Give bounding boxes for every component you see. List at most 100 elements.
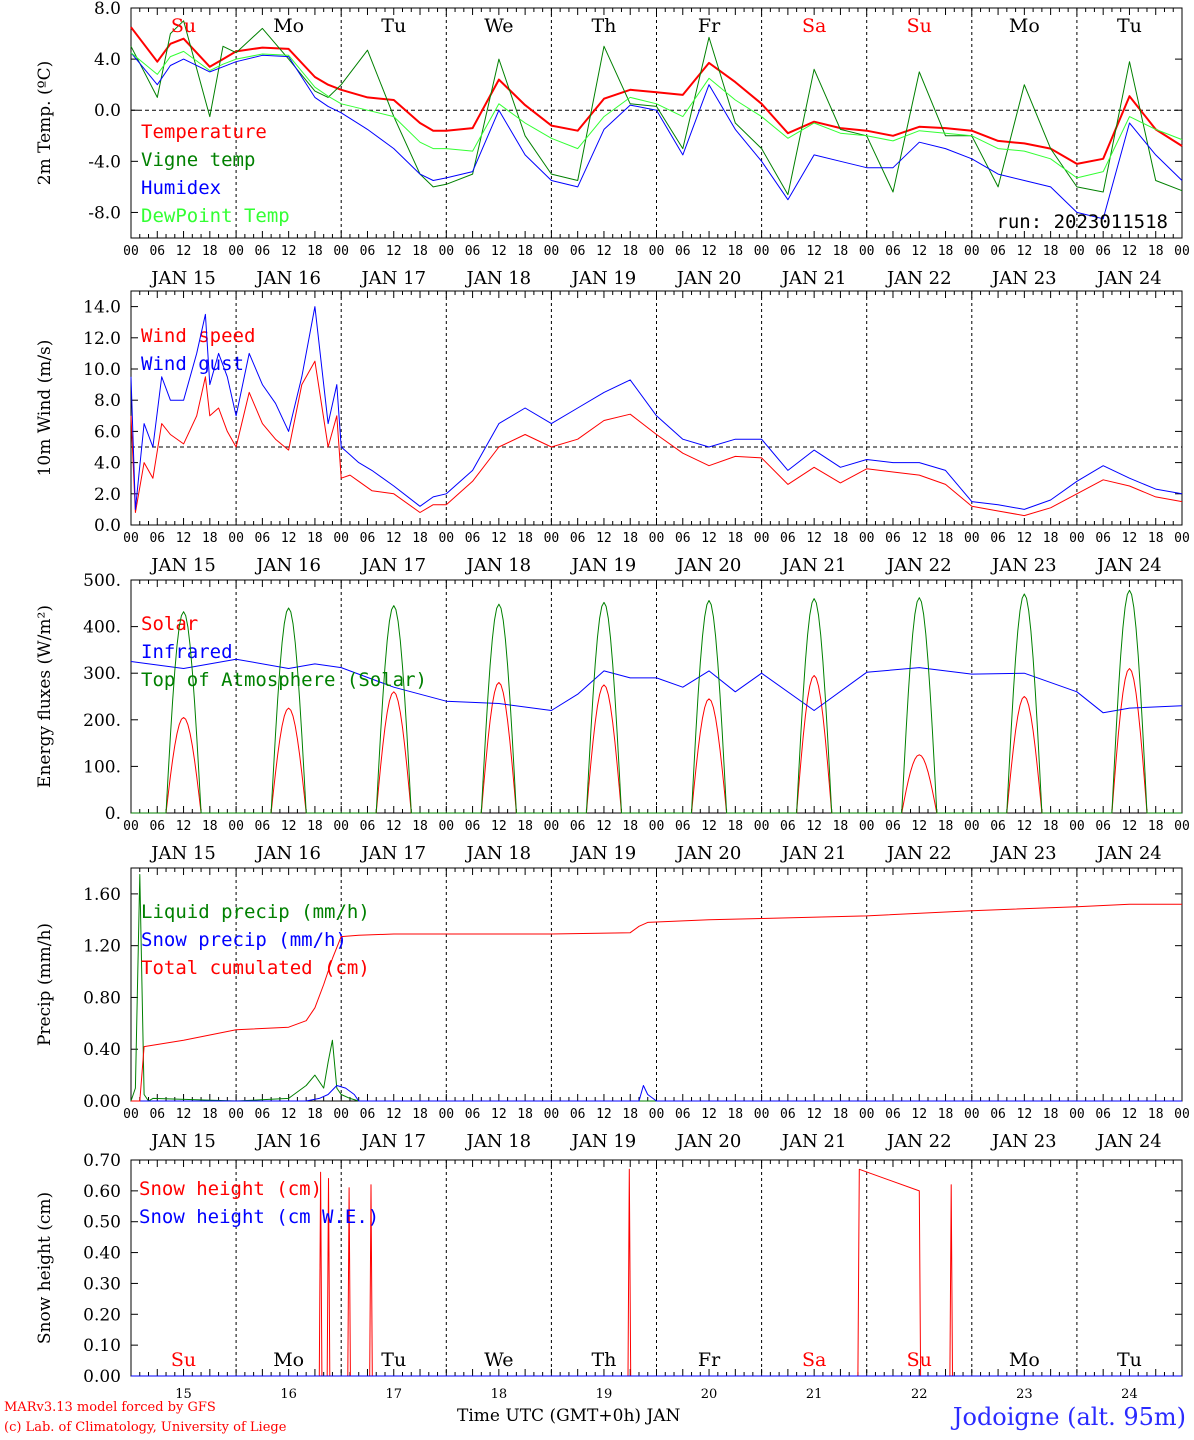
hour-tick-label: 18 bbox=[1043, 819, 1059, 834]
legend-entry: Snow precip (mm/h) bbox=[141, 929, 347, 951]
weekday-label: Tu bbox=[1117, 15, 1142, 37]
weekday-label: Su bbox=[907, 15, 932, 37]
date-label: JAN 21 bbox=[780, 1131, 847, 1152]
hour-tick-label: 18 bbox=[307, 819, 323, 834]
hour-tick-label: 06 bbox=[255, 244, 271, 259]
hour-tick-label: 00 bbox=[964, 244, 980, 259]
date-label: JAN 22 bbox=[885, 555, 952, 576]
hour-tick-label: 00 bbox=[859, 244, 875, 259]
weekday-label: Tu bbox=[381, 15, 406, 37]
weekday-label: Th bbox=[591, 1349, 616, 1371]
hour-tick-label: 00 bbox=[1069, 819, 1085, 834]
hour-tick-label: 12 bbox=[386, 1107, 402, 1122]
weekday-label: Mo bbox=[1009, 1349, 1040, 1371]
panel-2: 14.0 12.0 10.0 8.0 6.0 4.0 2.0 0.0 10m Wind (m/s… bbox=[35, 290, 1190, 576]
hour-tick-label: 00 bbox=[754, 531, 770, 546]
y-tick-label: 4.0 bbox=[94, 50, 121, 70]
hour-tick-label: 06 bbox=[780, 244, 796, 259]
legend-entry: Total cumulated (cm) bbox=[141, 957, 370, 979]
series-line-1-1 bbox=[130, 26, 1183, 165]
panel-1: 8.0 4.0 0.0 -4.0 -8.0 2m Temp. (ºC) Temperatur… bbox=[35, 0, 1190, 289]
hour-tick-label: 00 bbox=[1174, 1107, 1190, 1122]
hour-tick-label: 06 bbox=[990, 819, 1006, 834]
y-tick-label: 0.60 bbox=[83, 1182, 121, 1202]
hour-tick-label: 12 bbox=[386, 244, 402, 259]
hour-tick-label: 06 bbox=[149, 244, 165, 259]
y-tick-label: 8.0 bbox=[94, 391, 121, 411]
hour-tick-label: 00 bbox=[123, 1107, 139, 1122]
y-tick-label: 0.10 bbox=[83, 1336, 121, 1356]
date-label: JAN 23 bbox=[990, 268, 1057, 289]
weekday-label: Mo bbox=[273, 15, 304, 37]
hour-tick-label: 06 bbox=[570, 819, 586, 834]
hour-tick-label: 06 bbox=[360, 531, 376, 546]
hour-tick-label: 06 bbox=[149, 1107, 165, 1122]
weekday-label: Mo bbox=[273, 1349, 304, 1371]
weekday-label: Tu bbox=[1117, 1349, 1142, 1371]
hour-tick-label: 18 bbox=[1148, 1107, 1164, 1122]
hour-tick-label: 12 bbox=[596, 819, 612, 834]
weekday-label: Su bbox=[171, 1349, 196, 1371]
hour-tick-label: 00 bbox=[228, 531, 244, 546]
hour-tick-label: 18 bbox=[517, 531, 533, 546]
hour-tick-label: 18 bbox=[622, 1107, 638, 1122]
hour-tick-label: 12 bbox=[1017, 1107, 1033, 1122]
hour-tick-label: 18 bbox=[307, 244, 323, 259]
hour-tick-label: 12 bbox=[596, 531, 612, 546]
y-tick-label: 400. bbox=[83, 618, 121, 638]
y-axis-title: Snow height (cm) bbox=[35, 1192, 55, 1344]
date-label: JAN 16 bbox=[254, 268, 321, 289]
hour-tick-label: 00 bbox=[333, 244, 349, 259]
hour-tick-label: 00 bbox=[544, 819, 560, 834]
legend-entry: Snow height (cm W.E.) bbox=[139, 1206, 379, 1228]
hour-tick-label: 18 bbox=[1043, 1107, 1059, 1122]
weekday-label: Sa bbox=[802, 1349, 826, 1371]
hour-tick-label: 06 bbox=[570, 1107, 586, 1122]
hour-tick-label: 00 bbox=[649, 1107, 665, 1122]
hour-tick-label: 12 bbox=[911, 531, 927, 546]
weekday-label: Tu bbox=[381, 1349, 406, 1371]
y-axis-title: Energy fluxes (W/m²) bbox=[35, 605, 55, 788]
y-tick-label: 12.0 bbox=[83, 329, 121, 349]
series-line-5-1 bbox=[131, 1168, 1182, 1377]
hour-tick-label: 00 bbox=[228, 244, 244, 259]
hour-tick-label: 18 bbox=[938, 1107, 954, 1122]
hour-tick-label: 00 bbox=[438, 244, 454, 259]
hour-tick-label: 18 bbox=[517, 1107, 533, 1122]
hour-tick-label: 18 bbox=[412, 244, 428, 259]
date-label: JAN 23 bbox=[990, 843, 1057, 864]
date-label: JAN 21 bbox=[780, 268, 847, 289]
hour-tick-label: 00 bbox=[649, 244, 665, 259]
weekday-label: Fr bbox=[698, 1349, 721, 1371]
date-label: JAN 20 bbox=[675, 555, 742, 576]
hour-tick-label: 00 bbox=[438, 1107, 454, 1122]
hour-tick-label: 00 bbox=[438, 819, 454, 834]
hour-tick-label: 18 bbox=[727, 1107, 743, 1122]
hour-tick-label: 12 bbox=[806, 1107, 822, 1122]
y-tick-label: 300. bbox=[83, 664, 121, 684]
y-tick-label: 100. bbox=[83, 757, 121, 777]
hour-tick-label: 00 bbox=[754, 244, 770, 259]
weekday-label: Su bbox=[171, 15, 196, 37]
hour-tick-label: 12 bbox=[911, 244, 927, 259]
y-tick-label: 0.0 bbox=[94, 101, 121, 121]
weekday-label: Mo bbox=[1009, 15, 1040, 37]
hour-tick-label: 18 bbox=[727, 244, 743, 259]
y-tick-label: 0.50 bbox=[83, 1213, 121, 1233]
hour-tick-label: 00 bbox=[228, 819, 244, 834]
date-label: JAN 15 bbox=[149, 843, 216, 864]
y-tick-label: 6.0 bbox=[94, 422, 121, 442]
hour-tick-label: 00 bbox=[649, 819, 665, 834]
hour-tick-label: 06 bbox=[885, 1107, 901, 1122]
y-tick-label: 0.40 bbox=[83, 1244, 121, 1264]
legend-entry: Vigne temp bbox=[141, 149, 255, 171]
y-axis-title: 2m Temp. (ºC) bbox=[35, 61, 55, 186]
hour-tick-label: 06 bbox=[255, 1107, 271, 1122]
series-line-1-4 bbox=[130, 50, 1183, 179]
hour-tick-label: 12 bbox=[176, 531, 192, 546]
date-label: JAN 17 bbox=[359, 555, 426, 576]
hour-tick-label: 12 bbox=[491, 244, 507, 259]
legend-entry: Wind gust bbox=[141, 353, 244, 375]
hour-tick-label: 00 bbox=[1174, 819, 1190, 834]
